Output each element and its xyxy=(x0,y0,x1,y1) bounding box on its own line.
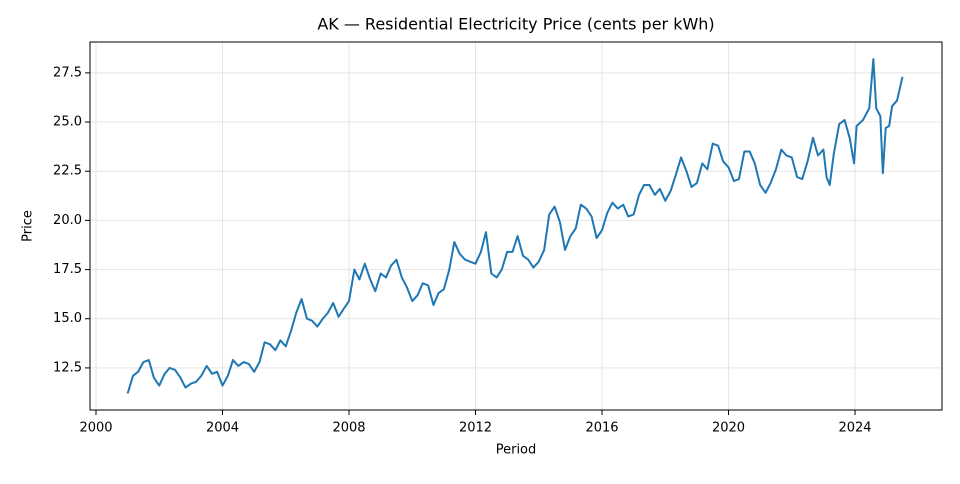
y-tick-label: 17.5 xyxy=(53,262,82,277)
y-tick-label: 12.5 xyxy=(53,360,82,375)
y-tick-label: 27.5 xyxy=(53,65,82,80)
y-tick-label: 15.0 xyxy=(53,311,82,326)
x-tick-label: 2020 xyxy=(712,421,745,436)
x-tick-label: 2000 xyxy=(79,421,112,436)
x-tick-label: 2008 xyxy=(332,421,365,436)
x-tick-label: 2024 xyxy=(838,421,871,436)
y-tick-label: 25.0 xyxy=(53,115,82,130)
x-tick-label: 2016 xyxy=(585,421,618,436)
x-tick-label: 2012 xyxy=(459,421,492,436)
y-tick-label: 20.0 xyxy=(53,213,82,228)
y-axis-label: Price xyxy=(21,210,36,242)
y-tick-label: 22.5 xyxy=(53,164,82,179)
chart-title: AK — Residential Electricity Price (cent… xyxy=(317,15,714,34)
data-line xyxy=(126,58,904,394)
x-axis-label: Period xyxy=(496,443,537,458)
x-tick-label: 2004 xyxy=(206,421,239,436)
plot-frame xyxy=(89,41,943,411)
